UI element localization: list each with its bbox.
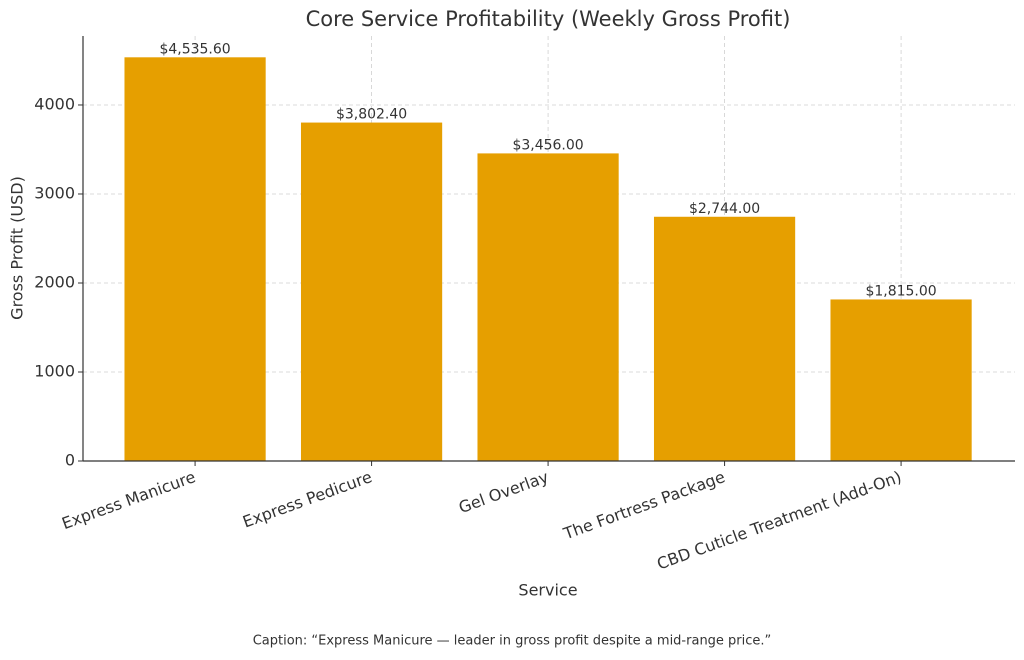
- x-tick-label: The Fortress Package: [560, 467, 727, 543]
- bar: [477, 153, 619, 462]
- x-axis-label: Service: [518, 581, 577, 600]
- y-axis-label: Gross Profit (USD): [8, 176, 27, 320]
- x-tick-label: Express Manicure: [59, 467, 198, 533]
- x-tick-label: Gel Overlay: [456, 467, 551, 517]
- y-tick-label: 1000: [34, 361, 75, 380]
- chart-title: Core Service Profitability (Weekly Gross…: [306, 7, 791, 31]
- value-label: $1,815.00: [865, 283, 936, 299]
- bar: [300, 122, 443, 461]
- x-tick-label: Express Pedicure: [240, 467, 374, 531]
- caption: Caption: “Express Manicure — leader in g…: [253, 634, 772, 649]
- value-label: $2,744.00: [689, 201, 760, 217]
- y-tick-label: 2000: [34, 272, 75, 291]
- value-label: $4,535.60: [159, 41, 230, 57]
- bar: [124, 57, 266, 461]
- bar: [830, 299, 972, 461]
- bars: [124, 57, 972, 462]
- value-label: $3,456.00: [512, 137, 583, 153]
- bar: [653, 216, 796, 461]
- value-label: $3,802.40: [336, 107, 407, 123]
- y-tick-label: 0: [65, 451, 75, 470]
- y-tick-label: 3000: [34, 183, 75, 202]
- y-tick-label: 4000: [34, 94, 75, 113]
